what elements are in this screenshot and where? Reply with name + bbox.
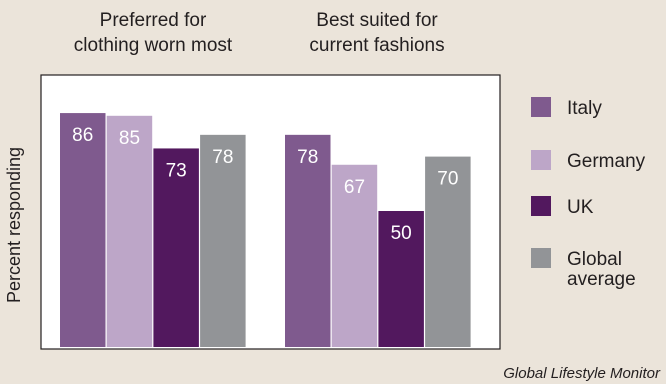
legend-label: UK — [567, 197, 594, 218]
bar-germany-2 — [331, 164, 378, 347]
data-label: 78 — [212, 147, 233, 168]
source-note: Global Lifestyle Monitor — [503, 365, 661, 382]
legend-label: average — [567, 269, 636, 290]
category-label: clothing worn most — [74, 35, 233, 56]
bar-uk-1 — [153, 148, 199, 347]
bar-uk-2 — [378, 211, 424, 347]
data-label: 73 — [166, 160, 187, 181]
legend-label: Global — [567, 249, 622, 270]
legend-swatch — [531, 248, 551, 268]
bar-global-average-1 — [200, 134, 246, 347]
bars: 86 78 85 67 73 50 78 70 — [60, 113, 471, 347]
data-label: 86 — [72, 125, 93, 146]
bar-germany-1 — [106, 115, 153, 347]
bar-italy-2 — [285, 134, 331, 347]
legend-swatch — [531, 97, 551, 117]
data-label: 70 — [437, 169, 458, 190]
data-label: 78 — [297, 147, 318, 168]
legend-swatch — [531, 196, 551, 216]
category-label: Preferred for — [100, 10, 207, 31]
bar-global-average-2 — [425, 156, 471, 347]
data-label: 67 — [344, 177, 365, 198]
category-labels: Preferred for clothing worn most Best suit… — [74, 10, 445, 56]
category-label: current fashions — [309, 35, 444, 56]
legend-label: Italy — [567, 98, 602, 119]
legend-label: Germany — [567, 151, 646, 172]
data-label: 85 — [119, 128, 140, 149]
category-label: Best suited for — [316, 10, 438, 31]
data-label: 50 — [391, 223, 412, 244]
y-axis-label: Percent responding — [4, 147, 24, 303]
legend-swatch — [531, 150, 551, 170]
bar-italy-1 — [60, 113, 106, 347]
